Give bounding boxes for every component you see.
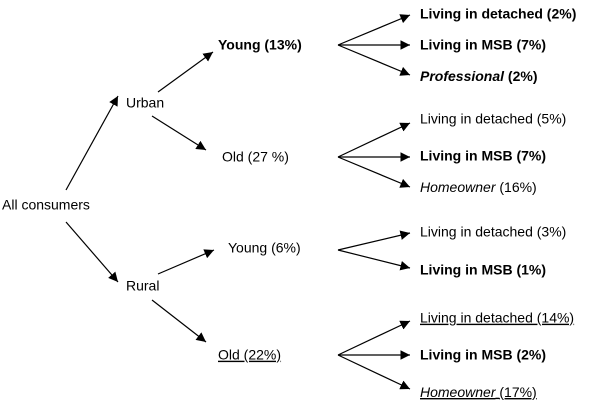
segment-label: Old (22%) — [218, 347, 281, 363]
branch-label: Urban — [126, 95, 164, 111]
arrow — [337, 320, 411, 356]
arrow — [337, 14, 411, 46]
leaf-label: Living in MSB (1%) — [420, 262, 546, 278]
leaf-label: Living in MSB (7%) — [420, 37, 546, 53]
leaf-label: Homeowner (16%) — [420, 179, 537, 195]
leaf-label: Living in detached (5%) — [420, 111, 566, 127]
arrows — [65, 14, 411, 390]
leaf-label: Living in MSB (2%) — [420, 347, 546, 363]
leaf-label: Living in MSB (7%) — [420, 148, 546, 164]
leaf-label-share: (17%) — [499, 384, 536, 400]
labels: All consumers Urban Rural Young (13%) Ol… — [2, 6, 576, 400]
segment-label: Young (6%) — [228, 240, 301, 256]
arrow — [337, 44, 411, 76]
root-label: All consumers — [2, 197, 90, 213]
arrow — [337, 156, 411, 188]
leaf-label-share: (2%) — [508, 68, 538, 84]
arrow — [337, 122, 411, 158]
leaf-label-main: Homeowner — [420, 179, 497, 195]
leaf-label-main: Homeowner — [420, 384, 497, 400]
leaf-label: Homeowner (17%) — [420, 384, 537, 400]
branch-label: Rural — [126, 278, 159, 294]
arrow — [157, 51, 214, 93]
arrow — [337, 249, 411, 271]
leaf-label: Living in detached (14%) — [420, 310, 574, 326]
arrow — [157, 249, 215, 275]
leaf-label-main: Professional — [420, 68, 505, 84]
segment-label: Young (13%) — [218, 37, 302, 53]
arrow — [151, 299, 207, 343]
arrow — [337, 230, 411, 251]
arrow — [151, 115, 207, 151]
leaf-label-share: (16%) — [499, 179, 536, 195]
leaf-label: Professional (2%) — [420, 68, 537, 84]
arrow — [65, 95, 119, 191]
segment-label: Old (27 %) — [222, 149, 289, 165]
leaf-label: Living in detached (2%) — [420, 6, 576, 22]
leaf-label: Living in detached (3%) — [420, 224, 566, 240]
arrow — [337, 354, 411, 390]
arrow — [65, 221, 119, 283]
